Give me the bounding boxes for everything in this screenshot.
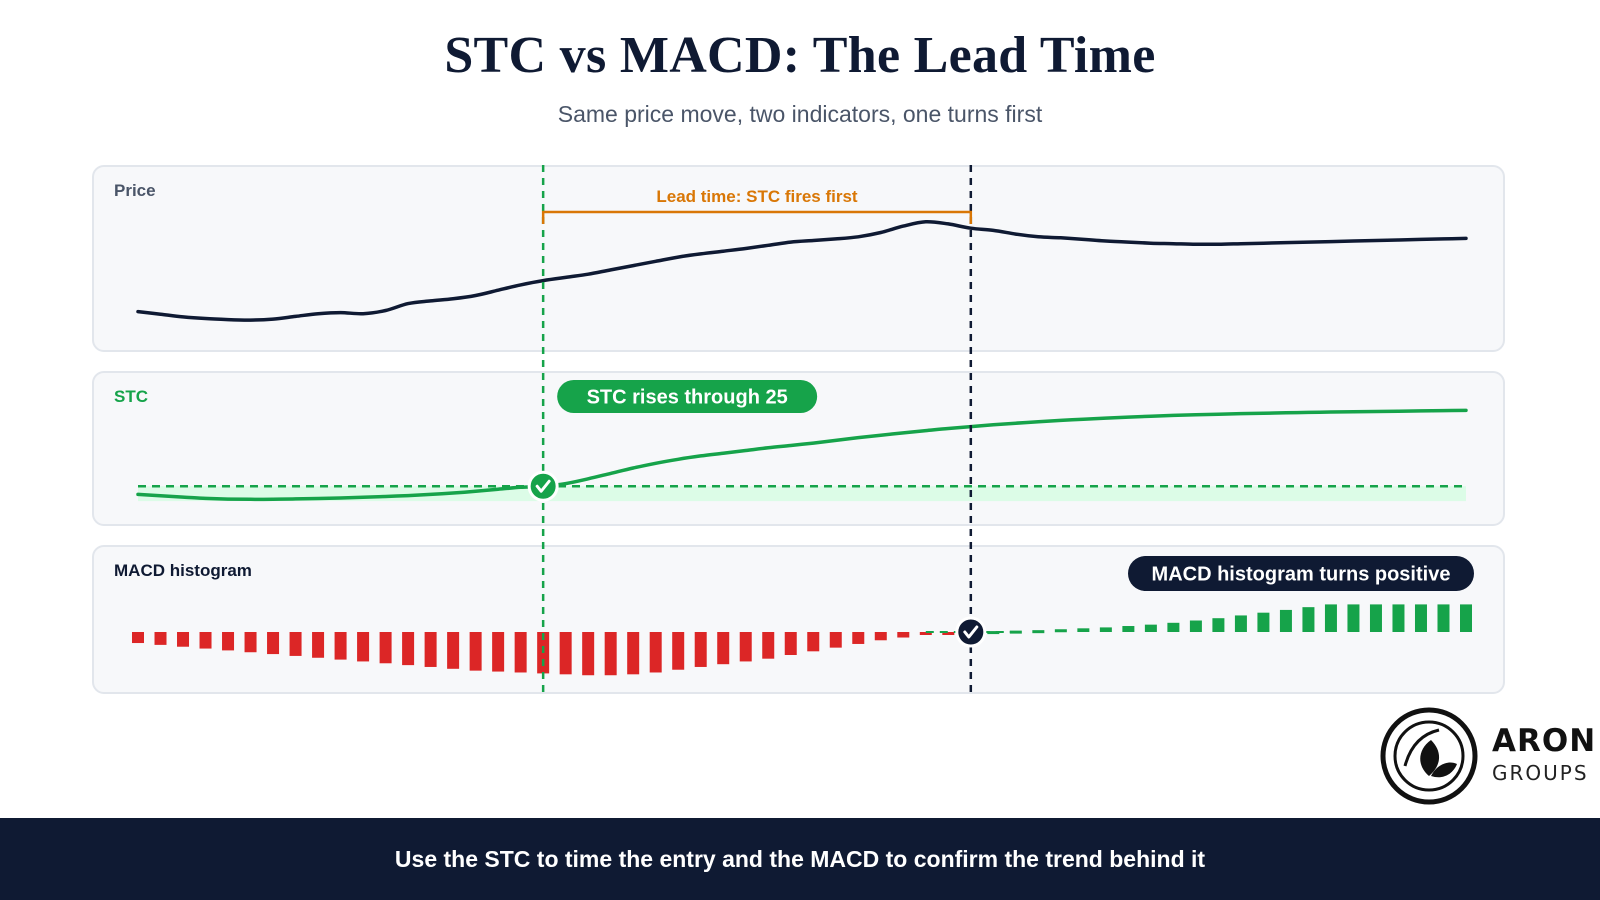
lead-time-bracket	[541, 210, 973, 224]
macd-bar	[514, 632, 527, 673]
macd-bar	[1077, 628, 1090, 632]
macd-bar	[559, 632, 572, 675]
macd-bar	[627, 632, 640, 675]
macd-bar	[919, 632, 932, 635]
macd-cross-marker-check-icon	[963, 625, 979, 639]
macd-bar	[244, 632, 257, 653]
macd-bar	[267, 632, 280, 655]
macd-bar	[447, 632, 460, 669]
macd-annotation-pill: MACD histogram turns positive	[1152, 564, 1451, 586]
macd-bar	[132, 632, 144, 644]
stc-cross-marker-circle	[527, 470, 559, 502]
macd-bar	[312, 632, 325, 658]
macd-bar	[784, 632, 797, 655]
macd-bar	[289, 632, 302, 656]
macd-bar	[1144, 624, 1157, 632]
macd-bar	[492, 632, 505, 672]
macd-bar	[177, 632, 190, 647]
macd-bar	[1302, 607, 1315, 632]
macd-bar	[1460, 604, 1472, 632]
aron-groups-logo: ARON GROUPS	[1379, 706, 1595, 806]
macd-bar	[334, 632, 347, 660]
lead-time-label: Lead time: STC fires first	[656, 187, 858, 206]
macd-bar	[424, 632, 437, 667]
macd-bar	[852, 632, 865, 644]
macd-bar	[1189, 620, 1202, 632]
macd-bar	[1279, 609, 1292, 632]
macd-bar	[1099, 627, 1112, 632]
macd-bar	[874, 632, 887, 641]
logo-mark-icon	[1380, 707, 1478, 805]
macd-bar	[222, 632, 235, 651]
macd-bar	[154, 632, 167, 645]
macd-bar	[1369, 604, 1382, 632]
macd-bar	[1212, 618, 1225, 632]
macd-bar	[897, 632, 910, 638]
macd-bar	[1392, 604, 1405, 632]
macd-bar	[694, 632, 707, 667]
macd-bar	[1122, 626, 1135, 632]
price-panel: Price	[92, 165, 1505, 352]
logo-word-groups: GROUPS	[1492, 761, 1589, 785]
macd-bar	[942, 632, 955, 635]
macd-bar	[1347, 604, 1360, 632]
page-title: STC vs MACD: The Lead Time	[444, 27, 1156, 84]
macd-bar	[1032, 630, 1045, 634]
stc-cross-marker-check-icon	[535, 479, 551, 493]
macd-bar	[357, 632, 370, 662]
macd-bar	[649, 632, 662, 673]
macd-cross-marker-circle	[955, 616, 987, 648]
macd-bar	[762, 632, 775, 659]
macd-bar	[604, 632, 617, 676]
macd-bar	[1167, 622, 1180, 632]
logo-word-aron: ARON	[1492, 723, 1597, 759]
stc-annotation-pill: STC rises through 25	[587, 387, 788, 409]
macd-bar	[807, 632, 820, 652]
macd-bar	[402, 632, 415, 666]
macd-bar	[829, 632, 842, 648]
stc-cross-marker	[527, 470, 559, 502]
stc-panel-label: STC	[114, 387, 148, 406]
macd-bar	[1324, 604, 1337, 632]
macd-bar	[987, 631, 1000, 635]
stc-annotation-pill-bg	[557, 380, 818, 413]
macd-bar	[379, 632, 392, 664]
macd-bar	[1234, 615, 1247, 632]
macd-bar	[199, 632, 212, 649]
macd-panel-label: MACD histogram	[114, 561, 252, 580]
page-subtitle: Same price move, two indicators, one tur…	[557, 101, 1043, 127]
footer-text: Use the STC to time the entry and the MA…	[394, 846, 1206, 872]
macd-bar	[1054, 629, 1067, 633]
macd-cross-marker	[955, 616, 987, 648]
stc-line	[136, 408, 1468, 502]
macd-bar	[1414, 604, 1427, 632]
macd-bar	[469, 632, 482, 671]
price-line	[136, 220, 1468, 322]
macd-bar	[717, 632, 730, 665]
macd-bar	[739, 632, 752, 662]
price-panel-label: Price	[114, 181, 156, 200]
macd-annotation-pill-bg	[1128, 556, 1474, 591]
macd-bar	[1437, 604, 1450, 632]
macd-bar	[582, 632, 595, 676]
macd-bar	[672, 632, 685, 670]
macd-bar	[1257, 612, 1270, 632]
footer-banner: Use the STC to time the entry and the MA…	[0, 818, 1600, 900]
